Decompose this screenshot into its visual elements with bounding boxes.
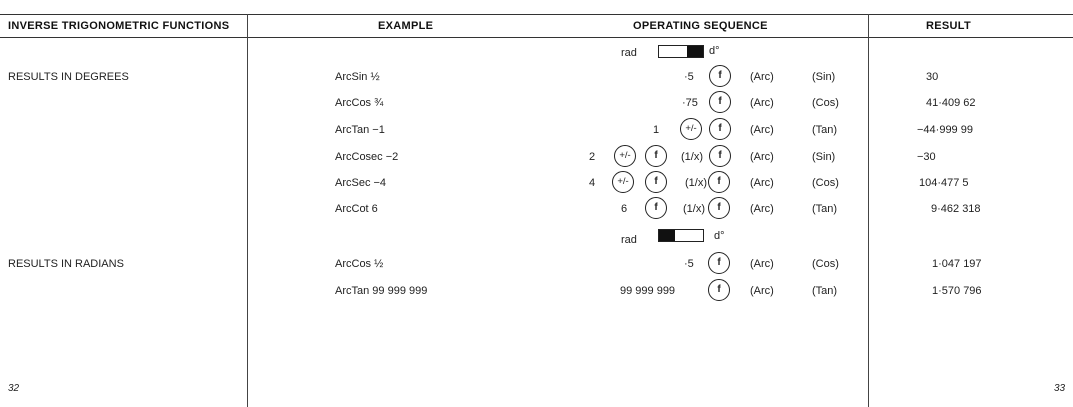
example: ArcCos ½ xyxy=(335,258,384,270)
switch-deg-label: d° xyxy=(709,45,720,57)
f-key-icon: f xyxy=(708,197,730,219)
result: 9·462 318 xyxy=(931,203,981,215)
result: 104·477 5 xyxy=(919,177,969,189)
f-key-icon: f xyxy=(709,118,731,140)
function-key: (Cos) xyxy=(812,258,839,270)
switch-rad-label: rad xyxy=(621,234,637,246)
example: ArcCot 6 xyxy=(335,203,378,215)
function-key: (Sin) xyxy=(812,71,836,83)
page-number-left: 32 xyxy=(8,383,20,394)
f-key-icon: f xyxy=(645,171,667,193)
input-value: ·75 xyxy=(682,97,698,109)
header-example: EXAMPLE xyxy=(378,20,434,32)
rad-deg-switch-rad xyxy=(658,229,704,242)
example: ArcSec −4 xyxy=(335,177,387,189)
header-sequence: OPERATING SEQUENCE xyxy=(633,20,768,32)
example: ArcCosec −2 xyxy=(335,151,399,163)
f-key-icon: f xyxy=(709,91,731,113)
arc-key: (Arc) xyxy=(750,124,774,136)
function-key: (Cos) xyxy=(812,177,839,189)
reciprocal-key: (1/x) xyxy=(683,203,705,215)
column-divider xyxy=(868,14,869,407)
f-key-icon: f xyxy=(708,279,730,301)
plus-minus-key-icon: +/- xyxy=(612,171,634,193)
header-functions: INVERSE TRIGONOMETRIC FUNCTIONS xyxy=(8,20,230,32)
arc-key: (Arc) xyxy=(750,258,774,270)
reciprocal-key: (1/x) xyxy=(685,177,707,189)
arc-key: (Arc) xyxy=(750,177,774,189)
rad-deg-switch-deg xyxy=(658,45,704,58)
arc-key: (Arc) xyxy=(750,151,774,163)
switch-deg-label: d° xyxy=(714,230,725,242)
plus-minus-key-icon: +/- xyxy=(680,118,702,140)
plus-minus-key-icon: +/- xyxy=(614,145,636,167)
example: ArcTan −1 xyxy=(335,124,385,136)
result: −44·999 99 xyxy=(917,124,973,136)
section-degrees: RESULTS IN DEGREES xyxy=(8,71,129,83)
function-key: (Cos) xyxy=(812,97,839,109)
column-divider xyxy=(247,14,248,407)
header-result: RESULT xyxy=(926,20,971,32)
input-value: ·5 xyxy=(684,71,694,83)
function-key: (Tan) xyxy=(812,124,838,136)
function-key: (Tan) xyxy=(812,203,838,215)
reciprocal-key: (1/x) xyxy=(681,151,703,163)
result: 30 xyxy=(926,71,939,83)
section-radians: RESULTS IN RADIANS xyxy=(8,258,124,270)
arc-key: (Arc) xyxy=(750,71,774,83)
example: ArcCos ¾ xyxy=(335,97,384,109)
switch-rad-label: rad xyxy=(621,47,637,59)
input-value: 4 xyxy=(589,177,596,189)
arc-key: (Arc) xyxy=(750,285,774,297)
f-key-icon: f xyxy=(709,145,731,167)
function-key: (Sin) xyxy=(812,151,836,163)
header-bottom-rule xyxy=(0,37,1073,38)
result: −30 xyxy=(917,151,936,163)
f-key-icon: f xyxy=(645,197,667,219)
result: 1·570 796 xyxy=(932,285,982,297)
input-value: 1 xyxy=(653,124,660,136)
arc-key: (Arc) xyxy=(750,97,774,109)
input-value: 2 xyxy=(589,151,596,163)
page-number-right: 33 xyxy=(1054,383,1066,394)
result: 1·047 197 xyxy=(932,258,982,270)
result: 41·409 62 xyxy=(926,97,976,109)
arc-key: (Arc) xyxy=(750,203,774,215)
input-value: 6 xyxy=(621,203,628,215)
function-key: (Tan) xyxy=(812,285,838,297)
input-value: 99 999 999 xyxy=(620,285,676,297)
f-key-icon: f xyxy=(708,171,730,193)
example: ArcTan 99 999 999 xyxy=(335,285,428,297)
f-key-icon: f xyxy=(708,252,730,274)
f-key-icon: f xyxy=(645,145,667,167)
example: ArcSin ½ xyxy=(335,71,380,83)
input-value: ·5 xyxy=(684,258,694,270)
f-key-icon: f xyxy=(709,65,731,87)
header-top-rule xyxy=(0,14,1073,15)
